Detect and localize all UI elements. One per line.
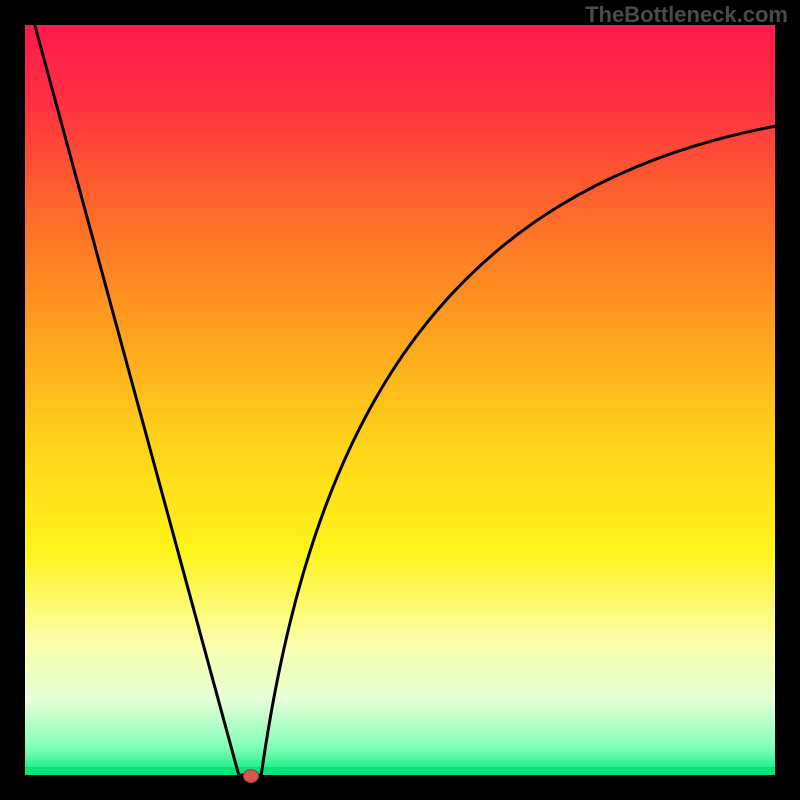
optimal-point-marker <box>243 769 259 783</box>
chart-root: TheBottleneck.com <box>0 0 800 800</box>
watermark-text: TheBottleneck.com <box>585 2 788 28</box>
curve-path <box>35 25 775 775</box>
bottleneck-curve <box>25 25 775 775</box>
plot-area <box>25 25 775 775</box>
